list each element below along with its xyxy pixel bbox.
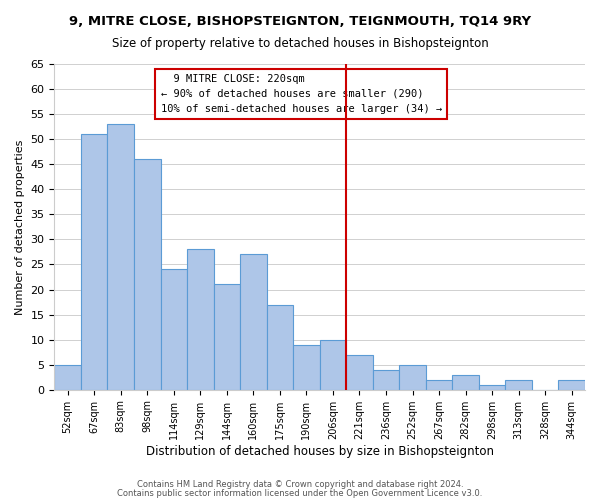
X-axis label: Distribution of detached houses by size in Bishopsteignton: Distribution of detached houses by size … — [146, 444, 494, 458]
Y-axis label: Number of detached properties: Number of detached properties — [15, 139, 25, 314]
Bar — [426, 380, 452, 390]
Bar — [320, 340, 346, 390]
Bar — [505, 380, 532, 390]
Text: 9 MITRE CLOSE: 220sqm  
← 90% of detached houses are smaller (290)
10% of semi-d: 9 MITRE CLOSE: 220sqm ← 90% of detached … — [161, 74, 442, 114]
Bar — [134, 159, 161, 390]
Bar — [346, 354, 373, 390]
Bar — [55, 364, 81, 390]
Bar — [161, 270, 187, 390]
Bar — [240, 254, 266, 390]
Text: Size of property relative to detached houses in Bishopsteignton: Size of property relative to detached ho… — [112, 38, 488, 51]
Bar — [399, 364, 426, 390]
Bar — [214, 284, 240, 390]
Text: 9, MITRE CLOSE, BISHOPSTEIGNTON, TEIGNMOUTH, TQ14 9RY: 9, MITRE CLOSE, BISHOPSTEIGNTON, TEIGNMO… — [69, 15, 531, 28]
Bar — [293, 344, 320, 390]
Text: Contains HM Land Registry data © Crown copyright and database right 2024.: Contains HM Land Registry data © Crown c… — [137, 480, 463, 489]
Bar — [373, 370, 399, 390]
Bar — [187, 250, 214, 390]
Bar — [452, 374, 479, 390]
Text: Contains public sector information licensed under the Open Government Licence v3: Contains public sector information licen… — [118, 488, 482, 498]
Bar — [559, 380, 585, 390]
Bar — [107, 124, 134, 390]
Bar — [266, 304, 293, 390]
Bar — [81, 134, 107, 390]
Bar — [479, 384, 505, 390]
